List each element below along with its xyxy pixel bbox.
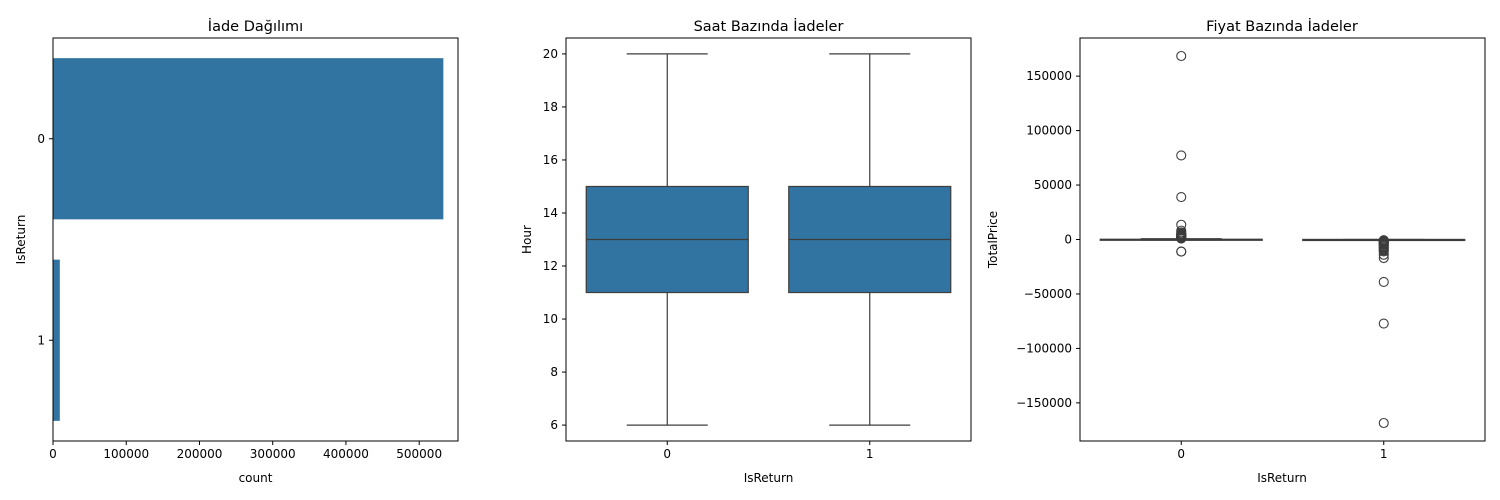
outlier-point <box>1176 246 1187 257</box>
x-tick-label: 0 <box>49 447 57 461</box>
x-tick-label: 0 <box>1177 447 1185 461</box>
chart-title: Fiyat Bazında İadeler <box>1206 17 1358 35</box>
outlier-point <box>1176 192 1187 203</box>
y-tick-label: 0 <box>1064 233 1072 247</box>
y-tick-label: −100000 <box>1016 341 1072 355</box>
y-tick-label: 150000 <box>1026 69 1072 83</box>
x-axis-label: IsReturn <box>1257 471 1307 485</box>
x-axis-label: IsReturn <box>744 471 794 485</box>
y-tick-label: 6 <box>550 418 558 432</box>
chart-title: İade Dağılımı <box>208 17 303 35</box>
price-boxplot-panel: Fiyat Bazında İadeler −150000 −100000 −500… <box>986 17 1486 485</box>
x-tick-label: 500000 <box>396 447 442 461</box>
y-tick-label: 50000 <box>1034 178 1072 192</box>
y-ticks: −150000 −100000 −50000 0 50000 100000 150000 <box>1016 69 1080 410</box>
y-tick-label: 12 <box>543 259 558 273</box>
axes-frame <box>1079 37 1486 442</box>
x-axis-label: count <box>239 471 273 485</box>
chart-title: Saat Bazında İadeler <box>694 17 844 35</box>
bar-chart-panel: İade Dağılımı 01 0 100000 200000 300000 4000… <box>14 17 459 485</box>
x-tick-label: 0 <box>663 447 671 461</box>
outlier-point <box>1378 252 1389 264</box>
bar-0 <box>53 58 444 220</box>
outlier-point <box>1176 150 1187 161</box>
x-tick-label: 100000 <box>103 447 149 461</box>
y-tick-label: −150000 <box>1016 396 1072 410</box>
y-axis-label: IsReturn <box>14 215 28 265</box>
y-ticks: 6 8 10 12 14 16 18 20 <box>543 47 566 432</box>
axes-frame <box>52 37 459 442</box>
x-tick-label: 1 <box>866 447 874 461</box>
y-tick-label: 10 <box>543 312 558 326</box>
x-tick-label: 400000 <box>323 447 369 461</box>
y-tick-label: 100000 <box>1026 124 1072 138</box>
y-axis-label: Hour <box>520 225 534 254</box>
box-marks <box>1099 50 1466 429</box>
x-tick-label: 200000 <box>177 447 223 461</box>
y-tick-label: 8 <box>550 365 558 379</box>
outlier-point <box>1176 233 1187 244</box>
y-tick-label: 18 <box>543 100 558 114</box>
x-tick-label: 300000 <box>250 447 296 461</box>
box-0 <box>1099 50 1263 257</box>
x-tick-label: 1 <box>1380 447 1388 461</box>
box-1 <box>788 53 952 426</box>
outlier-point <box>1378 249 1389 260</box>
axes-frame <box>565 37 972 442</box>
y-tick-label: −50000 <box>1024 287 1072 301</box>
box-marks <box>585 53 952 426</box>
bar-1 <box>53 259 60 421</box>
y-tick-label: 16 <box>543 153 558 167</box>
y-axis-label: TotalPrice <box>986 211 1000 269</box>
y-tick-label: 0 <box>37 132 45 146</box>
outlier-point <box>1378 276 1389 287</box>
y-tick-label: 1 <box>37 333 45 347</box>
box-1 <box>1302 235 1466 429</box>
x-ticks: 0 100000 200000 300000 400000 500000 <box>49 441 442 461</box>
outlier-point <box>1378 246 1389 257</box>
bar-marks <box>53 58 444 421</box>
outlier-point <box>1176 50 1187 62</box>
y-tick-label: 14 <box>543 206 558 220</box>
outlier-point <box>1378 318 1389 329</box>
y-tick-label: 20 <box>543 47 558 61</box>
outlier-point <box>1378 417 1389 429</box>
box-0 <box>585 53 749 426</box>
y-ticks: 01 <box>37 132 53 347</box>
